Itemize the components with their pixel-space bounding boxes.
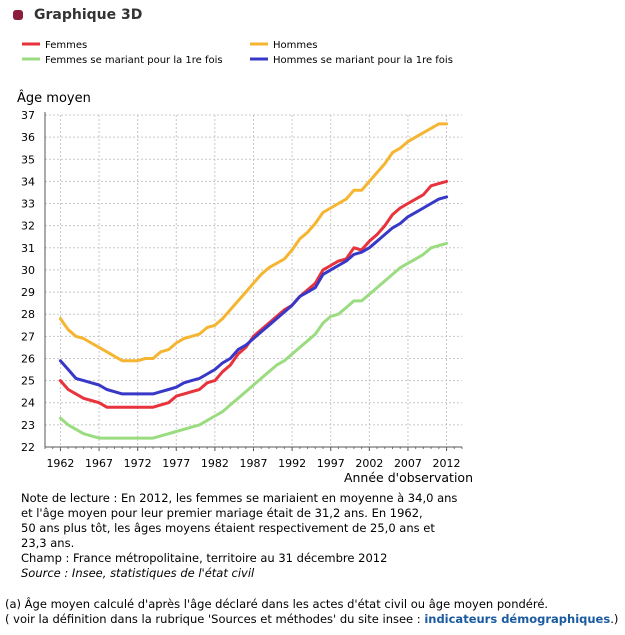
y-tick-label: 28	[21, 308, 35, 321]
chart-axes	[44, 112, 463, 451]
y-tick-label: 37	[21, 109, 35, 122]
y-tick-label: 29	[21, 286, 35, 299]
footnote-prefix: ( voir la définition dans la rubrique 'S…	[5, 612, 421, 626]
series-line-1	[58, 241, 449, 440]
series-line-0	[58, 179, 449, 409]
y-tick-label: 23	[21, 419, 35, 432]
note-line: Note de lecture : En 2012, les femmes se…	[21, 491, 458, 505]
x-tick-label: 1967	[85, 457, 113, 470]
y-tick-label: 24	[21, 397, 35, 410]
footnote-suffix: .)	[610, 612, 619, 626]
note-line: 50 ans plus tôt, les âges moyens étaient…	[21, 521, 435, 535]
x-tick-label: 2012	[433, 457, 461, 470]
footnote-line: (a) Âge moyen calculé d'après l'âge décl…	[5, 597, 549, 611]
y-tick-label: 22	[21, 441, 35, 454]
legend-label: Hommes	[273, 40, 317, 51]
note-source: Source : Insee, statistiques de l'état c…	[21, 566, 255, 580]
indicateurs-link[interactable]: indicateurs démographiques	[424, 612, 611, 626]
y-axis-label: Âge moyen	[17, 90, 91, 106]
note-scope: Champ : France métropolitaine, territoir…	[21, 551, 388, 565]
y-tick-label: 26	[21, 352, 35, 365]
x-tick-label: 1972	[124, 457, 152, 470]
note-line: et l'âge moyen pour leur premier mariage…	[21, 506, 423, 520]
y-tick-label: 25	[21, 375, 35, 388]
y-tick-label: 35	[21, 153, 35, 166]
y-tick-label: 33	[21, 198, 35, 211]
chart-labels: 22 23 24 25 26 27 28 29 30 31 32 33 34 35 36 37 1962 1967…	[17, 90, 473, 485]
x-tick-label: 2007	[394, 457, 422, 470]
legend-label: Femmes	[45, 40, 87, 51]
x-tick-label: 1987	[240, 457, 268, 470]
y-tick-label: 30	[21, 264, 35, 277]
reading-note: Note de lecture : En 2012, les femmes se…	[21, 491, 461, 581]
chart-legend: Femmes Femmes se mariant pour la 1re fois…	[22, 40, 453, 66]
x-tick-label: 2002	[355, 457, 383, 470]
note-line: 23,3 ans.	[21, 536, 75, 550]
y-tick-label: 32	[21, 220, 35, 233]
line-chart: Femmes Femmes se mariant pour la 1re fois…	[17, 40, 473, 485]
x-tick-label: 1982	[201, 457, 229, 470]
chart-title: Graphique 3D	[34, 7, 143, 23]
x-tick-label: 1962	[46, 457, 74, 470]
legend-label: Hommes se mariant pour la 1re fois	[273, 55, 453, 66]
series-line-3	[58, 195, 449, 396]
header-bullet-icon	[13, 10, 23, 20]
x-tick-label: 1997	[317, 457, 345, 470]
footnote-line-2: ( voir la définition dans la rubrique 'S…	[5, 612, 625, 627]
x-tick-label: 1992	[278, 457, 306, 470]
chart-header: Graphique 3D	[13, 6, 142, 24]
y-tick-label: 34	[21, 175, 35, 188]
chart-series	[58, 122, 449, 440]
y-tick-label: 36	[21, 131, 35, 144]
x-axis-label: Année d'observation	[344, 470, 473, 485]
x-tick-label: 1977	[162, 457, 190, 470]
y-tick-label: 27	[21, 330, 35, 343]
series-line-2	[58, 122, 449, 363]
legend-label: Femmes se mariant pour la 1re fois	[45, 55, 223, 66]
y-tick-label: 31	[21, 242, 35, 255]
footnote: (a) Âge moyen calculé d'après l'âge décl…	[5, 597, 625, 627]
chart-grid	[45, 114, 462, 448]
